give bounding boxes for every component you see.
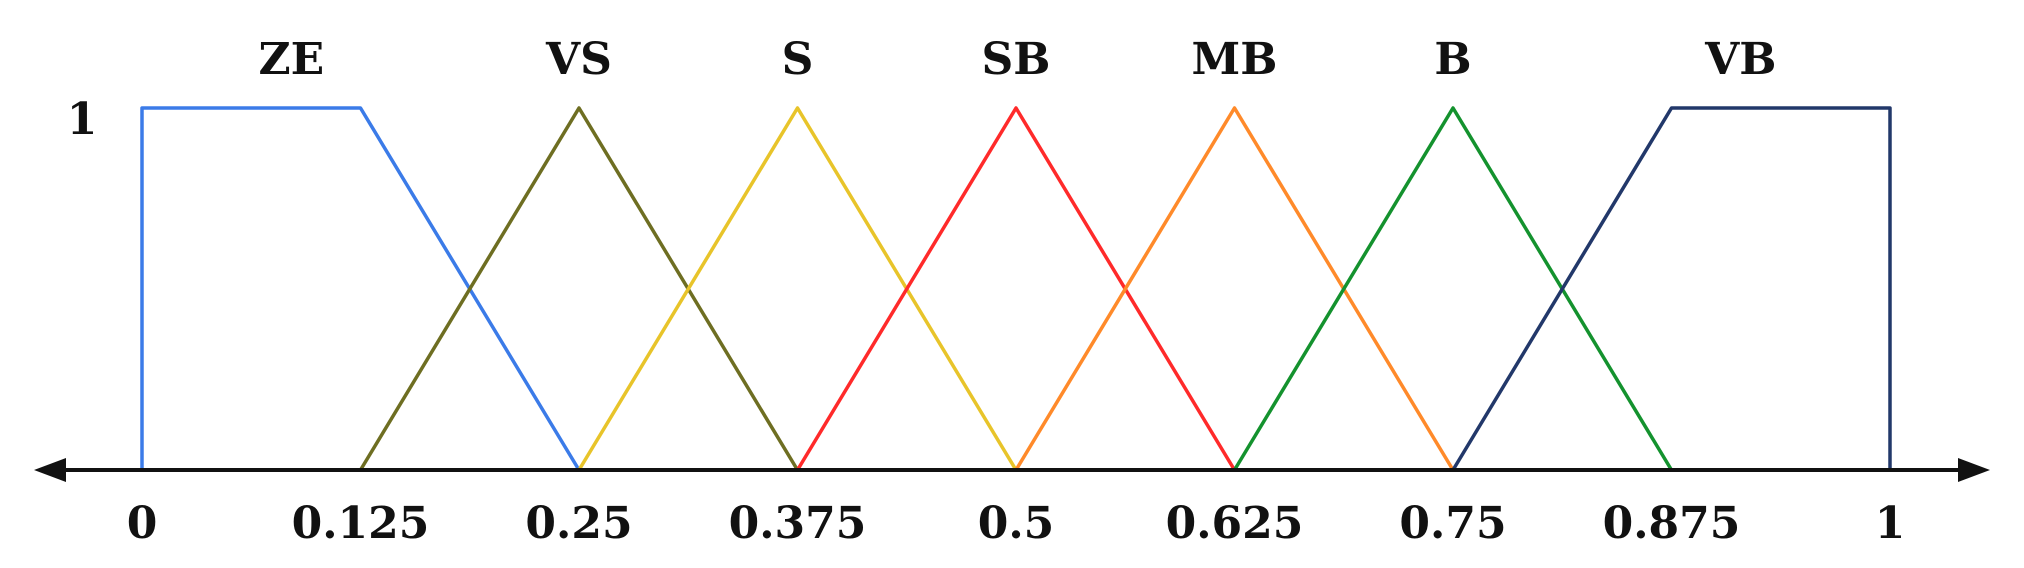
series-line-ze bbox=[140, 106, 581, 471]
set-label-s: S bbox=[782, 34, 814, 85]
x-tick-label: 1 bbox=[1875, 498, 1906, 549]
series-line-vb bbox=[1451, 106, 1892, 471]
series-line-vs bbox=[359, 106, 799, 471]
x-tick-label: 0.25 bbox=[525, 498, 632, 549]
x-tick-label: 0 bbox=[127, 498, 158, 549]
series-line-sb bbox=[796, 106, 1236, 471]
y-tick-labels: 1 bbox=[67, 94, 98, 145]
series-line-s bbox=[577, 106, 1018, 471]
x-tick-label: 0.5 bbox=[978, 498, 1055, 549]
set-label-b: B bbox=[1434, 34, 1471, 85]
x-tick-labels: 0 0.125 0.25 0.375 0.5 0.625 0.75 0.875 1 bbox=[127, 498, 1906, 549]
x-axis-arrow-left-icon bbox=[34, 458, 66, 482]
x-tick-label: 0.875 bbox=[1603, 498, 1741, 549]
set-label-vb: VB bbox=[1704, 34, 1776, 85]
series-layer bbox=[140, 106, 1892, 471]
set-label-vs: VS bbox=[545, 34, 612, 85]
x-axis-arrow-right-icon bbox=[1958, 458, 1990, 482]
series-line-mb bbox=[1014, 106, 1455, 471]
set-labels: ZE VS S SB MB B VB bbox=[258, 34, 1776, 85]
set-label-sb: SB bbox=[982, 34, 1051, 85]
set-label-mb: MB bbox=[1192, 34, 1278, 85]
x-tick-label: 0.125 bbox=[292, 498, 430, 549]
set-label-ze: ZE bbox=[258, 34, 324, 85]
x-tick-label: 0.375 bbox=[729, 498, 867, 549]
series-line-b bbox=[1233, 106, 1673, 471]
x-tick-label: 0.625 bbox=[1166, 498, 1304, 549]
y-tick-label: 1 bbox=[67, 94, 98, 145]
x-tick-label: 0.75 bbox=[1399, 498, 1506, 549]
x-axis bbox=[34, 458, 1990, 482]
